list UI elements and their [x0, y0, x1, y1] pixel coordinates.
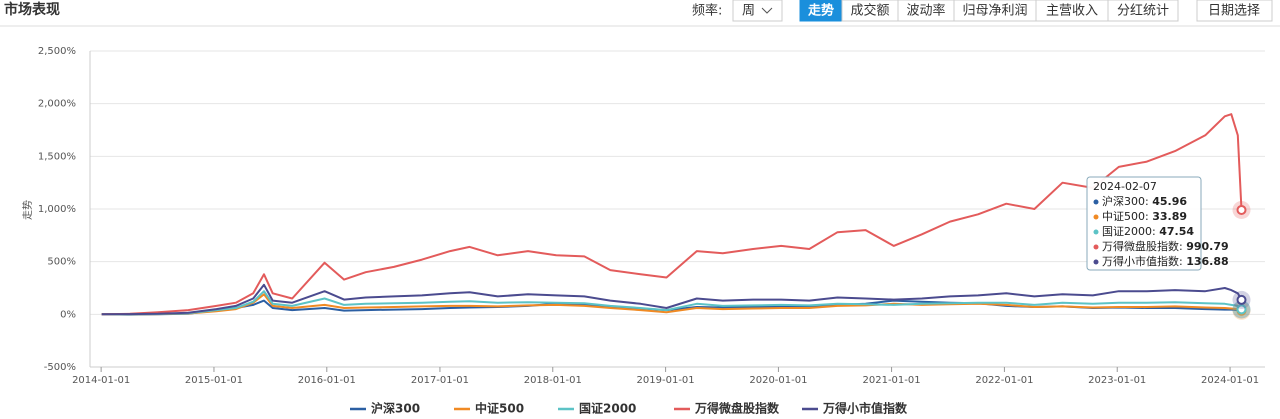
- dropdown-arrow: [761, 7, 773, 14]
- tooltip-name: 国证2000: [1102, 225, 1152, 238]
- tooltip-value: 990.79: [1186, 240, 1228, 253]
- tooltip-entry: 万得微盘股指数: 990.79: [1102, 239, 1229, 253]
- tooltip-value: 47.54: [1159, 225, 1194, 238]
- legend-label[interactable]: 国证2000: [579, 402, 636, 416]
- series-line: [101, 290, 1243, 316]
- tab-label: 波动率: [906, 3, 945, 19]
- tooltip-name: 中证500: [1102, 210, 1145, 223]
- tooltip: [1086, 176, 1202, 271]
- hover-point: [1236, 204, 1247, 215]
- tooltip-dot: [1093, 229, 1099, 235]
- tooltip-entry: 中证500: 33.89: [1102, 210, 1187, 223]
- x-tick-label: 2015-01-01: [185, 375, 243, 386]
- hover-point: [1236, 294, 1247, 305]
- x-tick-label: 2014-01-01: [72, 375, 130, 386]
- tooltip-dot: [1093, 259, 1099, 265]
- tooltip-name: 万得小市值指数: [1102, 254, 1179, 268]
- x-tick-label: 2023-01-01: [1088, 375, 1146, 386]
- series-line: [101, 113, 1243, 316]
- x-tick-label: 2020-01-01: [749, 375, 807, 386]
- tooltip-name: 万得微盘股指数: [1102, 239, 1179, 253]
- tooltip-value: 136.88: [1186, 255, 1228, 268]
- tooltip-dot: [1093, 199, 1099, 205]
- tab-label: 走势: [808, 3, 834, 19]
- date-button[interactable]: [1196, 0, 1273, 22]
- tab-label: 分红统计: [1117, 3, 1169, 19]
- tab-label: 成交额: [850, 3, 889, 19]
- legend-label[interactable]: 万得小市值指数: [822, 401, 908, 416]
- tab-label: 主营收入: [1046, 4, 1098, 19]
- legend-label[interactable]: 中证500: [475, 401, 524, 416]
- tooltip-entry: 万得小市值指数: 136.88: [1102, 254, 1229, 268]
- tooltip-dot: [1093, 244, 1099, 250]
- tooltip-date: 2024-02-07: [1093, 180, 1157, 193]
- legend-label[interactable]: 沪深300: [371, 401, 420, 416]
- tooltip-value: 45.96: [1152, 195, 1187, 208]
- series-line: [101, 283, 1243, 316]
- y-axis-label: 走势: [21, 200, 34, 220]
- series-line: [101, 293, 1242, 316]
- y-tick-label: 2,000%: [38, 99, 76, 110]
- x-tick-label: 2016-01-01: [298, 375, 356, 386]
- tooltip-entry: 国证2000: 47.54: [1102, 225, 1194, 238]
- freq-label: 频率:: [692, 3, 722, 19]
- tab-label: 归母净利润: [962, 4, 1027, 19]
- x-tick-label: 2021-01-01: [863, 375, 921, 386]
- x-tick-label: 2019-01-01: [637, 375, 695, 386]
- x-tick-label: 2018-01-01: [524, 375, 582, 386]
- x-tick-label: 2022-01-01: [975, 375, 1033, 386]
- y-tick-label: 500%: [47, 257, 76, 268]
- page-title: 市场表现: [4, 1, 60, 18]
- tooltip-name: 沪深300: [1102, 194, 1145, 208]
- y-tick-label: 1,000%: [38, 204, 76, 215]
- tooltip-value: 33.89: [1152, 210, 1187, 223]
- tooltip-dot: [1093, 214, 1099, 220]
- date-button-label: 日期选择: [1208, 4, 1260, 19]
- tab[interactable]: [1107, 0, 1179, 22]
- y-tick-label: 2,500%: [38, 46, 76, 57]
- freq-value: 周: [742, 4, 755, 19]
- y-tick-label: 1,500%: [38, 151, 76, 162]
- y-tick-label: 0%: [60, 309, 76, 320]
- y-tick-label: -500%: [44, 362, 76, 373]
- x-tick-label: 2024-01-01: [1201, 375, 1259, 386]
- x-tick-label: 2017-01-01: [411, 375, 469, 386]
- freq-select[interactable]: [732, 0, 783, 22]
- hover-point: [1236, 304, 1247, 315]
- legend-label[interactable]: 万得微盘股指数: [694, 401, 780, 416]
- tooltip-entry: 沪深300: 45.96: [1102, 194, 1187, 208]
